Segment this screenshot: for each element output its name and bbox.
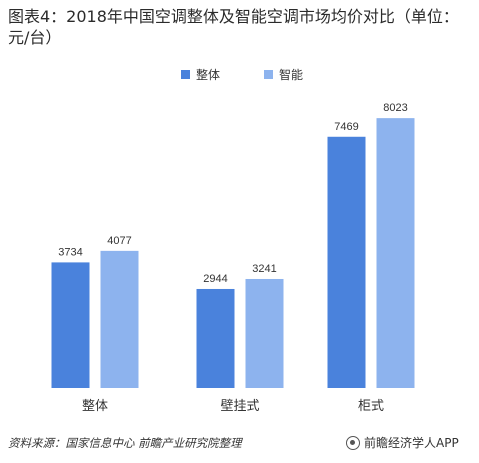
legend-item-overall: 整体	[181, 66, 220, 83]
data-label-overall-1: 2944	[203, 273, 227, 285]
bar-overall-0	[51, 262, 90, 388]
source-note: 资料来源：国家信息中心 前瞻产业研究院整理	[8, 436, 242, 450]
legend-label-smart: 智能	[279, 68, 304, 82]
data-label-smart-0: 4077	[107, 235, 131, 247]
wechat-icon	[346, 435, 360, 450]
bar-smart-0	[100, 250, 139, 388]
chart-title: 图表4：2018年中国空调整体及智能空调市场均价对比（单位：元/台）	[8, 7, 459, 47]
data-label-overall-0: 3734	[58, 246, 82, 258]
category-label-0: 整体	[82, 399, 108, 414]
bar-overall-2	[327, 136, 366, 388]
category-label-1: 壁挂式	[220, 399, 259, 414]
legend-item-smart: 智能	[264, 66, 303, 83]
data-label-overall-2: 7469	[334, 121, 358, 133]
bar-overall-1	[196, 288, 235, 388]
data-label-smart-2: 8023	[383, 102, 407, 114]
brand-label: 前瞻经济学人APP	[364, 436, 459, 450]
bar-smart-2	[376, 118, 415, 389]
data-label-smart-1: 3241	[252, 263, 276, 275]
legend-swatch-smart	[264, 70, 273, 79]
bar-smart-1	[245, 278, 284, 388]
legend-swatch-overall	[181, 70, 190, 79]
brand-badge: 前瞻经济学人APP	[346, 434, 459, 451]
chart-legend: 整体 智能	[0, 66, 479, 82]
category-label-2: 柜式	[358, 399, 384, 414]
legend-label-overall: 整体	[196, 68, 221, 82]
